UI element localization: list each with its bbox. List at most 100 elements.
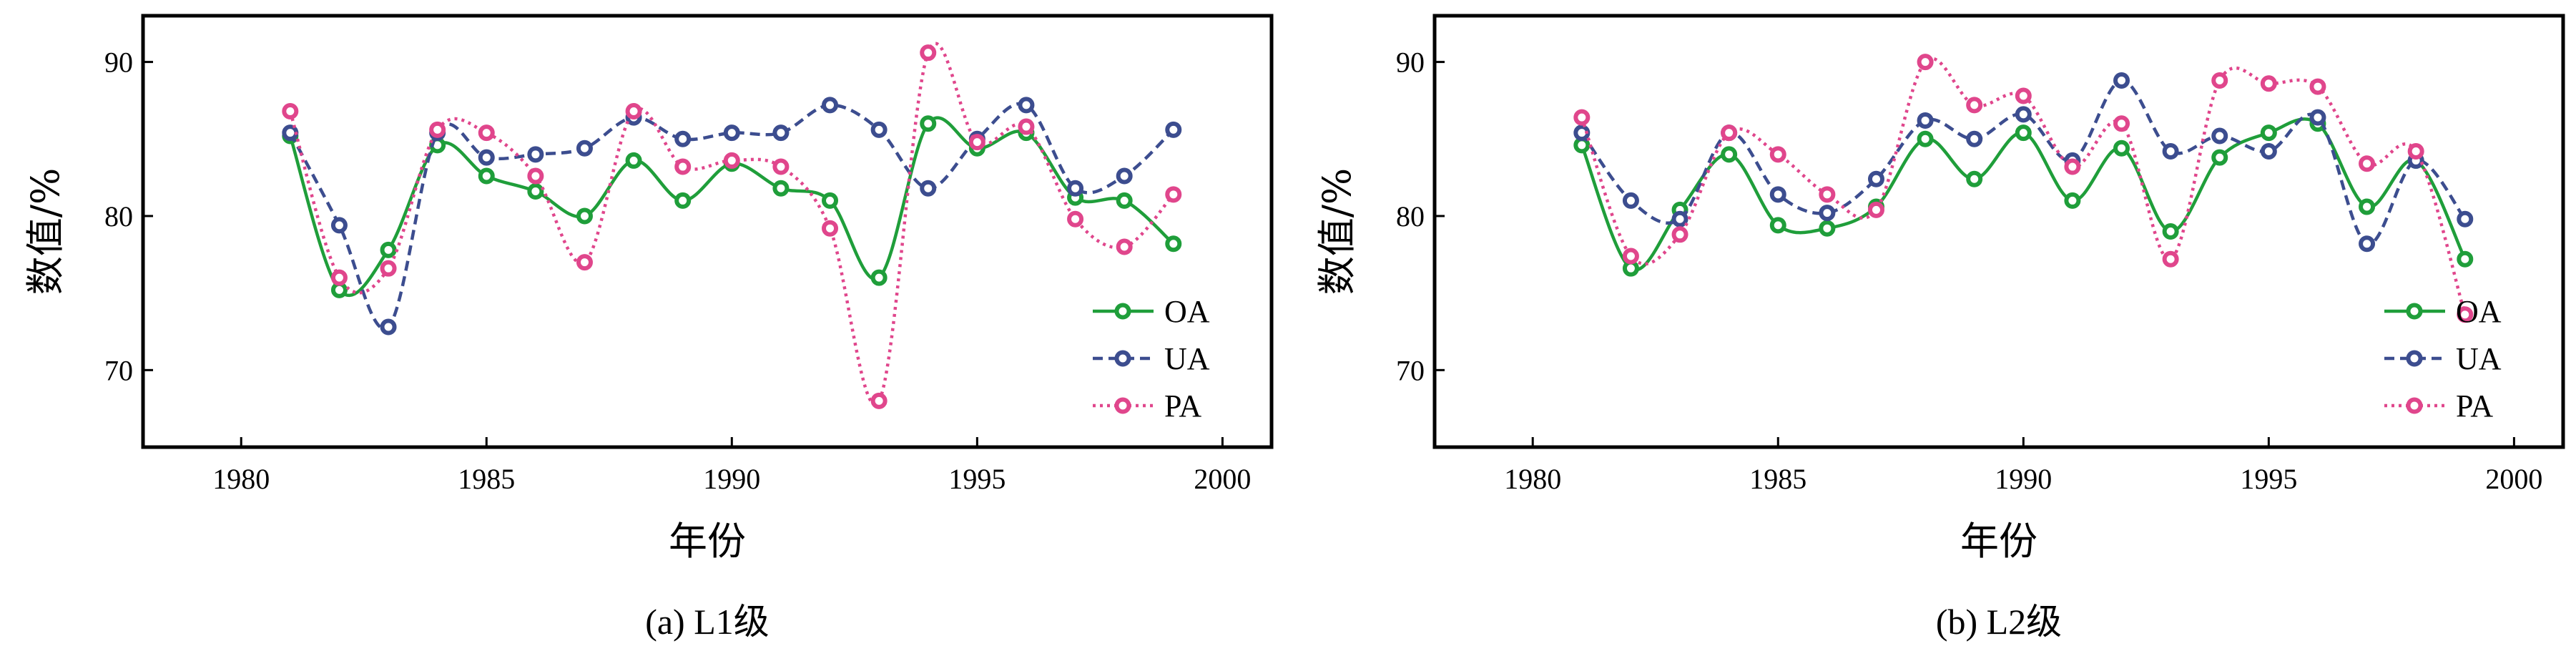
data-point-pa [1819, 186, 1836, 203]
data-point-pa [1067, 210, 1084, 227]
data-point-ua [1067, 180, 1084, 197]
x-tick-label: 1995 [2240, 463, 2297, 495]
data-point-oa [2457, 250, 2474, 268]
y-tick-label: 80 [1396, 200, 1425, 233]
data-point-ua [2113, 72, 2130, 89]
data-point-oa [2260, 124, 2277, 142]
data-point-ua [920, 180, 937, 197]
data-point-pa [2260, 75, 2277, 92]
data-point-pa [2162, 250, 2179, 268]
data-point-ua [576, 140, 593, 157]
y-axis-label: 数值/% [23, 168, 68, 295]
y-axis-label: 数值/% [1314, 168, 1360, 295]
data-point-pa [1721, 124, 1738, 142]
data-point-ua [2162, 143, 2179, 160]
legend-marker-ua [2406, 350, 2423, 367]
data-point-ua [1165, 121, 1182, 138]
data-point-oa [2015, 124, 2032, 142]
data-point-oa [527, 183, 544, 200]
data-point-ua [527, 146, 544, 163]
data-point-oa [822, 192, 839, 209]
data-point-ua [2211, 127, 2228, 145]
legend-label-ua: UA [2456, 341, 2502, 376]
data-point-oa [2359, 198, 2376, 215]
x-axis-label: 年份 [669, 519, 746, 564]
data-point-ua [478, 149, 495, 166]
panel-caption: (b) L2级 [1936, 602, 2062, 642]
data-point-oa [625, 152, 642, 169]
data-point-ua [1671, 210, 1688, 227]
y-tick-label: 80 [104, 200, 133, 233]
data-point-ua [1622, 192, 1639, 209]
data-point-pa [920, 44, 937, 62]
data-point-ua [674, 130, 692, 147]
data-point-ua [2015, 106, 2032, 123]
data-point-oa [1721, 146, 1738, 163]
data-point-oa [2211, 149, 2228, 166]
data-point-oa [1966, 170, 1983, 187]
data-point-oa [478, 167, 495, 185]
data-point-pa [1116, 238, 1133, 255]
data-point-pa [2457, 306, 2474, 323]
data-point-pa [2015, 87, 2032, 104]
data-point-pa [478, 124, 495, 142]
data-point-pa [429, 121, 446, 138]
data-point-ua [2359, 235, 2376, 253]
y-tick-label: 90 [1396, 47, 1425, 79]
x-tick-label: 1985 [1749, 463, 1806, 495]
series-line-pa [288, 41, 1175, 406]
data-point-pa [870, 392, 888, 409]
data-point-pa [1966, 97, 1983, 114]
panel-b: 1980 1985 1990 1995 2000 70 80 90 年份 数值/% (b) L2级 O… [1314, 14, 2565, 642]
data-point-oa [870, 269, 888, 286]
data-point-ua [1917, 112, 1934, 129]
x-tick-label: 2000 [1194, 463, 1251, 495]
data-point-oa [920, 115, 937, 132]
x-tick-label: 1990 [703, 463, 760, 495]
data-point-ua [2457, 210, 2474, 227]
data-point-pa [1867, 201, 1884, 218]
series-line-oa [288, 116, 1175, 297]
x-tick-label: 2000 [2485, 463, 2542, 495]
legend-marker-pa [2406, 397, 2423, 414]
x-tick-label: 1980 [1504, 463, 1561, 495]
legend-label-oa: OA [1164, 294, 1210, 329]
data-point-pa [2064, 158, 2081, 175]
plot-frame [141, 14, 1274, 449]
data-point-pa [625, 103, 642, 120]
data-point-pa [2309, 78, 2326, 95]
data-point-oa [2064, 192, 2081, 209]
data-point-pa [674, 158, 692, 175]
data-point-oa [2113, 140, 2130, 157]
data-point-pa [282, 103, 299, 120]
data-point-oa [1165, 235, 1182, 253]
data-point-pa [380, 260, 397, 277]
data-point-pa [527, 167, 544, 185]
data-point-pa [1573, 109, 1591, 126]
data-point-ua [2309, 109, 2326, 126]
data-point-pa [1165, 186, 1182, 203]
data-point-pa [1917, 54, 1934, 71]
data-point-oa [1116, 192, 1133, 209]
y-tick-label: 90 [104, 47, 133, 79]
legend-label-oa: OA [2456, 294, 2502, 329]
data-point-oa [1917, 130, 1934, 147]
data-point-ua [723, 124, 740, 142]
panel-a: 1980 1985 1990 1995 2000 70 80 90 年份 数值/% (a) L1级 O… [23, 14, 1274, 642]
x-tick-label: 1995 [948, 463, 1006, 495]
plot-frame [1432, 14, 2565, 449]
x-tick-label: 1980 [212, 463, 270, 495]
data-point-pa [822, 220, 839, 237]
data-point-pa [576, 254, 593, 271]
data-point-pa [1671, 226, 1688, 243]
y-tick-label: 70 [104, 354, 133, 386]
data-point-ua [1018, 97, 1035, 114]
data-point-ua [330, 217, 348, 234]
data-point-pa [772, 158, 790, 175]
legend-marker-ua [1114, 350, 1131, 367]
data-point-ua [772, 124, 790, 142]
panel-caption: (a) L1级 [645, 602, 770, 642]
data-point-ua [1116, 167, 1133, 185]
x-tick-label: 1990 [1995, 463, 2052, 495]
